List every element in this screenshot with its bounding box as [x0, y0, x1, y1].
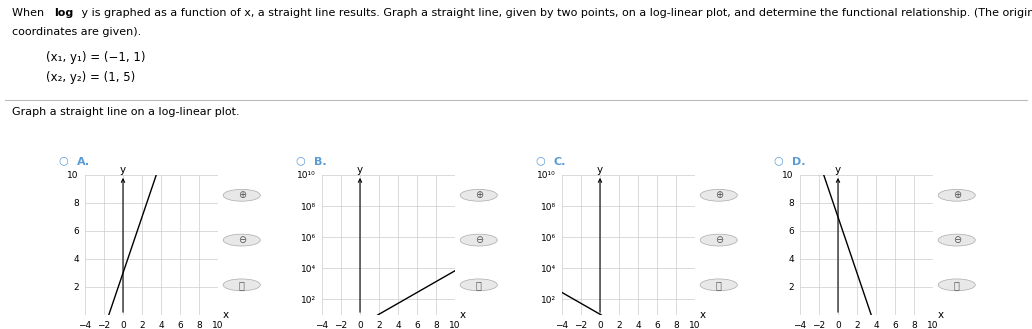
Text: ⧉: ⧉	[238, 280, 245, 290]
Text: Graph a straight line on a log-linear plot.: Graph a straight line on a log-linear pl…	[12, 107, 240, 117]
Text: y: y	[596, 165, 603, 175]
Text: ⧉: ⧉	[716, 280, 721, 290]
Text: ⊕: ⊕	[475, 190, 483, 200]
Text: y: y	[835, 165, 841, 175]
Text: y: y	[357, 165, 363, 175]
Text: x: x	[223, 310, 229, 320]
Text: log: log	[54, 8, 73, 18]
Text: ⊖: ⊖	[715, 235, 722, 245]
Text: (x₁, y₁) = (−1, 1): (x₁, y₁) = (−1, 1)	[46, 51, 146, 64]
Text: coordinates are given).: coordinates are given).	[12, 27, 141, 37]
Text: ⧉: ⧉	[476, 280, 482, 290]
Text: B.: B.	[314, 157, 326, 167]
Text: ⊕: ⊕	[237, 190, 246, 200]
Text: ○: ○	[58, 155, 68, 165]
Text: ⊕: ⊕	[715, 190, 722, 200]
Text: x: x	[459, 310, 465, 320]
Text: ○: ○	[295, 155, 304, 165]
Text: y: y	[120, 165, 126, 175]
Text: D.: D.	[792, 157, 805, 167]
Text: A.: A.	[76, 157, 90, 167]
Text: ⊖: ⊖	[953, 235, 961, 245]
Text: When: When	[12, 8, 49, 18]
Text: C.: C.	[554, 157, 567, 167]
Text: ⊕: ⊕	[953, 190, 961, 200]
Text: x: x	[700, 310, 706, 320]
Text: (x₂, y₂) = (1, 5): (x₂, y₂) = (1, 5)	[46, 71, 135, 84]
Text: ○: ○	[536, 155, 545, 165]
Text: ○: ○	[773, 155, 783, 165]
Text: ⊖: ⊖	[475, 235, 483, 245]
Text: ⊖: ⊖	[237, 235, 246, 245]
Text: ⧉: ⧉	[954, 280, 960, 290]
Text: x: x	[938, 310, 944, 320]
Text: y is graphed as a function of x, a straight line results. Graph a straight line,: y is graphed as a function of x, a strai…	[78, 8, 1032, 18]
